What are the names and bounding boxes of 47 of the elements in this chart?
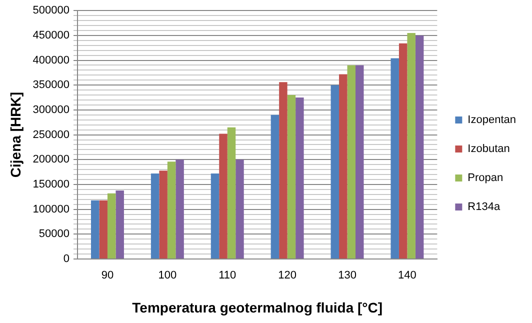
bar (150, 174, 160, 258)
bar (210, 174, 220, 258)
x-tick-label: 110 (218, 270, 236, 282)
bar (219, 134, 228, 258)
x-tick-label: 120 (278, 270, 296, 282)
legend-label: Izobutan (468, 143, 510, 156)
bar (236, 160, 244, 258)
x-tick-label: 90 (101, 270, 114, 282)
bar (356, 65, 364, 258)
legend-label: R134a (468, 201, 501, 214)
y-tick-label: 100000 (32, 203, 70, 216)
x-tick-label: 100 (158, 270, 177, 282)
y-tick-label: 500000 (32, 4, 70, 17)
y-tick-label: 450000 (32, 29, 70, 42)
bar (339, 74, 348, 258)
y-tick-label: 200000 (32, 154, 70, 166)
y-axis-title: Cijena [HRK] (7, 92, 24, 178)
legend-label: Propan (468, 172, 504, 184)
bar (90, 200, 100, 258)
bar (279, 82, 288, 258)
bar (99, 200, 108, 258)
bar (107, 193, 116, 258)
x-axis-title: Temperatura geotermalnog fluida [°C] (132, 299, 383, 316)
x-tick-label: 130 (338, 270, 356, 282)
legend-label: Izopentan (468, 114, 516, 126)
bar (159, 170, 168, 258)
x-tick-label: 140 (398, 270, 416, 282)
bar (176, 160, 184, 258)
bar (296, 98, 304, 258)
y-tick-label: 50000 (38, 228, 70, 240)
bar (330, 85, 340, 258)
bar (347, 65, 356, 258)
bar (415, 35, 424, 258)
bar (116, 190, 124, 258)
y-tick-label: 0 (63, 253, 70, 266)
bar (270, 114, 280, 258)
y-tick-label: 300000 (32, 104, 70, 116)
y-tick-label: 250000 (32, 128, 70, 141)
y-tick-label: 400000 (32, 54, 70, 66)
bar (398, 43, 408, 258)
bar (167, 162, 176, 258)
bar (287, 95, 296, 258)
bar (407, 32, 416, 258)
bar (227, 127, 236, 258)
y-tick-label: 350000 (32, 79, 70, 92)
bar (390, 58, 399, 258)
y-tick-label: 150000 (32, 178, 70, 191)
